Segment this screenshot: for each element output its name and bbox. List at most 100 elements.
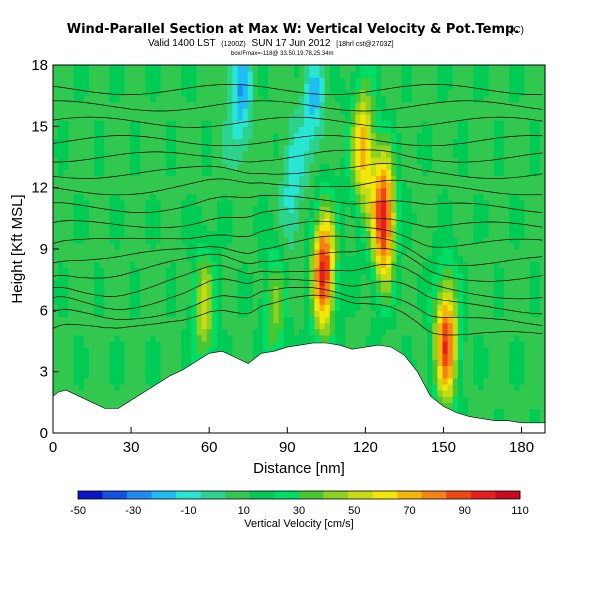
velocity-cell	[135, 230, 141, 238]
velocity-cell	[396, 334, 403, 342]
velocity-cell	[468, 114, 474, 121]
velocity-cell	[442, 212, 449, 219]
velocity-cell	[473, 279, 479, 287]
velocity-cell	[206, 236, 213, 244]
velocity-cell	[181, 267, 187, 275]
velocity-cell	[135, 212, 141, 219]
velocity-cell	[329, 255, 336, 262]
velocity-cell	[53, 347, 59, 354]
velocity-cell	[381, 273, 387, 281]
velocity-cell	[114, 285, 121, 293]
velocity-cell	[232, 187, 239, 195]
velocity-cell	[247, 236, 254, 244]
velocity-cell	[370, 255, 377, 262]
velocity-cell	[263, 126, 269, 134]
velocity-cell	[329, 206, 336, 213]
velocity-cell	[258, 169, 264, 176]
velocity-cell	[360, 193, 367, 201]
velocity-cell	[227, 89, 233, 97]
velocity-cell	[83, 65, 90, 72]
velocity-cell	[288, 224, 295, 232]
velocity-cell	[468, 120, 474, 127]
velocity-cell	[58, 175, 64, 183]
velocity-cell	[160, 181, 167, 189]
valid-run: [18hrl cst@2703Z]	[336, 41, 393, 48]
velocity-cell	[396, 347, 403, 354]
velocity-cell	[432, 206, 438, 213]
velocity-cell	[345, 144, 351, 152]
velocity-cell	[201, 298, 208, 305]
velocity-cell	[201, 212, 208, 219]
velocity-cell	[447, 77, 454, 84]
velocity-cell	[437, 83, 444, 91]
velocity-cell	[114, 291, 121, 299]
velocity-cell	[114, 377, 121, 385]
velocity-cell	[170, 273, 177, 281]
velocity-cell	[160, 316, 167, 324]
velocity-cell	[114, 230, 121, 238]
velocity-cell	[422, 132, 428, 140]
velocity-cell	[150, 181, 157, 189]
velocity-cell	[334, 341, 341, 348]
velocity-cell	[237, 285, 244, 293]
velocity-cell	[473, 89, 479, 97]
velocity-cell	[442, 71, 449, 78]
velocity-cell	[396, 101, 403, 109]
velocity-cell	[170, 249, 177, 256]
velocity-cell	[160, 359, 167, 367]
velocity-cell	[237, 187, 244, 195]
velocity-cell	[319, 304, 326, 311]
velocity-cell	[129, 316, 136, 324]
velocity-cell	[99, 322, 105, 330]
velocity-cell	[355, 107, 362, 115]
velocity-cell	[119, 120, 126, 127]
velocity-cell	[237, 132, 244, 140]
velocity-cell	[304, 89, 310, 97]
velocity-cell	[309, 120, 315, 127]
velocity-cell	[447, 114, 454, 121]
velocity-cell	[457, 95, 464, 103]
velocity-cell	[427, 163, 433, 170]
velocity-cell	[427, 334, 433, 342]
velocity-cell	[63, 316, 69, 324]
velocity-cell	[473, 383, 479, 391]
velocity-cell	[457, 163, 464, 170]
velocity-cell	[73, 89, 80, 97]
velocity-cell	[196, 230, 203, 238]
velocity-cell	[340, 304, 346, 311]
velocity-cell	[247, 341, 254, 348]
velocity-cell	[293, 316, 300, 324]
velocity-cell	[273, 218, 280, 226]
velocity-cell	[334, 107, 341, 115]
velocity-cell	[227, 310, 233, 318]
velocity-cell	[88, 83, 95, 91]
velocity-cell	[109, 181, 116, 189]
velocity-cell	[247, 169, 254, 176]
velocity-cell	[334, 242, 341, 250]
velocity-cell	[314, 138, 321, 146]
velocity-cell	[129, 310, 136, 318]
velocity-cell	[99, 390, 105, 397]
velocity-cell	[309, 150, 315, 158]
velocity-cell	[273, 181, 280, 189]
velocity-cell	[181, 224, 187, 232]
velocity-cell	[176, 126, 182, 134]
velocity-cell	[247, 199, 254, 207]
velocity-cell	[135, 310, 141, 318]
velocity-cell	[329, 101, 336, 109]
velocity-cell	[278, 236, 285, 244]
velocity-cell	[268, 334, 274, 342]
velocity-cell	[83, 347, 90, 354]
velocity-cell	[340, 242, 346, 250]
velocity-cell	[247, 126, 254, 134]
velocity-cell	[119, 157, 126, 164]
velocity-cell	[273, 157, 280, 164]
velocity-cell	[53, 120, 59, 127]
velocity-cell	[109, 365, 116, 373]
velocity-cell	[191, 267, 198, 275]
velocity-cell	[186, 181, 192, 189]
velocity-cell	[457, 236, 464, 244]
velocity-cell	[334, 261, 341, 268]
velocity-cell	[258, 304, 264, 311]
velocity-cell	[268, 285, 274, 293]
